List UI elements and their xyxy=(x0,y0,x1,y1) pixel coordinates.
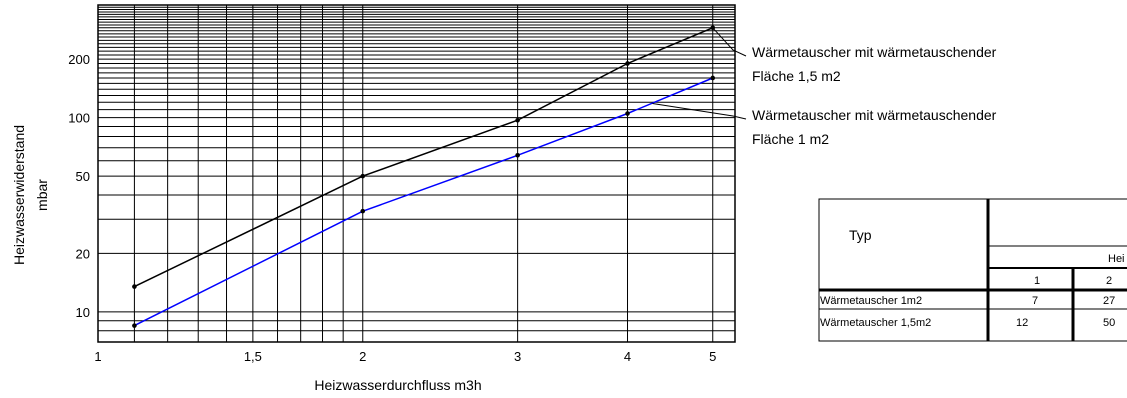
series-point-0 xyxy=(360,173,366,179)
series-group xyxy=(132,25,716,328)
x-tick-label: 2 xyxy=(359,349,366,364)
y-tick-labels: 10 20 50 100 200 xyxy=(68,52,90,320)
legend-label-1-5m2-line2: Fläche 1,5 m2 xyxy=(752,68,841,84)
legend-label-1-5m2-line1: Wärmetauscher mit wärmetauschender xyxy=(752,44,997,60)
series-point-1 xyxy=(360,208,366,214)
table-col-label: 1 xyxy=(1034,275,1040,287)
legend-label-1m2-line2: Fläche 1 m2 xyxy=(752,131,829,147)
series-point-0 xyxy=(625,61,630,66)
x-tick-labels: 1 1,5 2 3 4 5 xyxy=(94,349,716,364)
y-tick-label: 20 xyxy=(76,246,90,261)
y-axis-title: Heizwasserwiderstand xyxy=(11,125,27,265)
y-tick-label: 10 xyxy=(76,305,90,320)
series-point-1 xyxy=(515,152,520,158)
plot-frame xyxy=(97,4,736,343)
x-tick-label: 1 xyxy=(94,349,101,364)
x-tick-label: 1,5 xyxy=(244,349,262,364)
table-cell: 7 xyxy=(1032,295,1038,307)
y-tick-label: 50 xyxy=(76,169,90,184)
y-tick-label: 100 xyxy=(68,111,90,126)
table-cell: 50 xyxy=(1103,317,1115,329)
table-col-label: 2 xyxy=(1106,275,1112,287)
data-table: Typ Hei 1 2 Wärmetauscher 1m2 7 27 Wärme… xyxy=(818,198,1127,342)
series-point-1 xyxy=(132,323,137,328)
table-header-sub: Hei xyxy=(1108,253,1125,265)
table-row-label: Wärmetauscher 1,5m2 xyxy=(820,317,931,329)
legend: Wärmetauscher mit wärmetauschender Fläch… xyxy=(652,27,997,147)
x-axis-title: Heizwasserdurchfluss m3h xyxy=(314,377,481,393)
y-tick-label: 200 xyxy=(68,52,90,67)
y-axis-unit: mbar xyxy=(34,179,50,211)
series-point-1 xyxy=(710,75,716,81)
table-cell: 27 xyxy=(1103,295,1115,307)
series-line-0 xyxy=(134,27,713,288)
table-cell: 12 xyxy=(1016,317,1028,329)
legend-leader-1m2 xyxy=(652,103,747,120)
table-border xyxy=(818,198,1127,342)
x-tick-label: 5 xyxy=(709,349,716,364)
x-tick-label: 4 xyxy=(624,349,631,364)
series-point-1 xyxy=(625,111,630,116)
legend-label-1m2-line1: Wärmetauscher mit wärmetauschender xyxy=(752,107,997,123)
x-tick-label: 3 xyxy=(514,349,521,364)
legend-leader-1-5m2 xyxy=(712,27,747,57)
table-row-label: Wärmetauscher 1m2 xyxy=(820,295,922,307)
series-point-0 xyxy=(132,284,137,289)
grid xyxy=(98,5,735,342)
table-header-typ: Typ xyxy=(849,227,872,243)
series-point-0 xyxy=(515,117,520,123)
